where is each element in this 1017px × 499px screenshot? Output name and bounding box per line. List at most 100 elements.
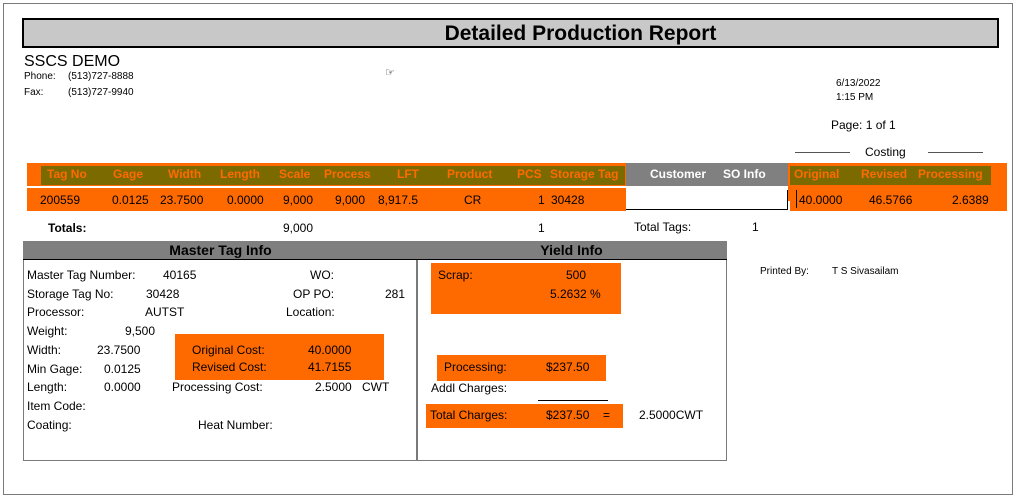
- col-length: Length: [220, 167, 260, 181]
- col-scale: Scale: [279, 167, 311, 181]
- fax-label: Fax:: [24, 87, 44, 98]
- length-value: 0.0000: [104, 380, 141, 394]
- storage-tag-label: Storage Tag No:: [27, 287, 114, 301]
- report-title: Detailed Production Report: [22, 18, 999, 48]
- processing-charge-label: Processing:: [444, 360, 507, 374]
- data-row-band: [27, 188, 626, 211]
- col-customer: Customer: [650, 167, 707, 181]
- col-width: Width: [168, 167, 202, 181]
- totals-label: Totals:: [48, 221, 87, 235]
- row-revised: 46.5766: [869, 193, 913, 207]
- processing-charge-value: $237.50: [546, 360, 590, 374]
- original-cost-value: 40.0000: [308, 343, 352, 357]
- data-row-band-right: [790, 188, 1007, 211]
- location-label: Location:: [286, 305, 335, 319]
- report-time: 1:15 PM: [836, 92, 874, 103]
- cell-separator: [796, 190, 797, 208]
- fax-value: (513)727-9940: [68, 87, 134, 98]
- processor-value: AUTST: [145, 305, 185, 319]
- header-band-mid: [626, 163, 790, 186]
- totals-scale: 9,000: [283, 221, 314, 235]
- totals-pcs: 1: [538, 221, 545, 235]
- report-date: 6/13/2022: [836, 78, 881, 89]
- total-charges-value: $237.50: [546, 408, 590, 422]
- header-band-right-inner: [790, 166, 991, 185]
- costing-line-right: [928, 152, 983, 153]
- col-original: Original: [794, 167, 840, 181]
- length-label: Length:: [27, 380, 68, 394]
- coating-label: Coating:: [27, 418, 72, 432]
- page-indicator: Page: 1 of 1: [831, 118, 896, 132]
- row-lft: 8,917.5: [378, 193, 419, 207]
- row-width: 23.7500: [160, 193, 204, 207]
- scrap-highlight: [431, 263, 621, 314]
- col-lft: LFT: [397, 167, 419, 181]
- row-product: CR: [464, 193, 482, 207]
- row-process: 9,000: [335, 193, 366, 207]
- width-label: Width:: [27, 343, 62, 357]
- heat-number-label: Heat Number:: [198, 418, 273, 432]
- op-po-label: OP PO:: [293, 287, 335, 301]
- row-length: 0.0000: [227, 193, 264, 207]
- total-tags-value: 1: [752, 220, 759, 234]
- min-gage-label: Min Gage:: [27, 362, 83, 376]
- company-name: SSCS DEMO: [24, 53, 121, 70]
- cost-highlight: [175, 334, 384, 380]
- revised-cost-label: Revised Cost:: [192, 360, 267, 374]
- master-tag-number-label: Master Tag Number:: [27, 268, 136, 282]
- processing-highlight: [437, 355, 606, 381]
- col-process: Process: [324, 167, 371, 181]
- row-tag-no: 200559: [40, 193, 81, 207]
- total-charges-cwt: 2.5000CWT: [639, 408, 704, 422]
- addl-charges-label: Addl Charges:: [431, 381, 508, 395]
- data-row-blank: [626, 188, 788, 211]
- row-processing: 2.6389: [952, 193, 989, 207]
- phone-label: Phone:: [24, 71, 56, 82]
- processing-cost-unit: CWT: [362, 380, 390, 394]
- printed-by-value: T S Sivasailam: [832, 266, 899, 277]
- storage-tag-value: 30428: [146, 287, 180, 301]
- total-tags-label: Total Tags:: [634, 220, 692, 234]
- row-original: 40.0000: [799, 193, 843, 207]
- row-gage: 0.0125: [112, 193, 149, 207]
- wo-label: WO:: [310, 268, 334, 282]
- sum-line: [538, 400, 608, 401]
- master-tag-number-value: 40165: [163, 268, 197, 282]
- phone-value: (513)727-8888: [68, 71, 134, 82]
- col-pcs: PCS: [517, 167, 542, 181]
- col-tag-no: Tag No: [47, 167, 87, 181]
- processing-cost-label: Processing Cost:: [172, 380, 263, 394]
- col-gage: Gage: [113, 167, 144, 181]
- processor-label: Processor:: [27, 305, 85, 319]
- row-scale: 9,000: [283, 193, 314, 207]
- total-charges-highlight: [426, 404, 623, 428]
- col-product: Product: [447, 167, 493, 181]
- total-charges-label: Total Charges:: [430, 408, 508, 422]
- min-gage-value: 0.0125: [104, 362, 141, 376]
- original-cost-label: Original Cost:: [192, 343, 265, 357]
- customer-cell: [626, 190, 788, 210]
- scrap-label: Scrap:: [438, 268, 473, 282]
- weight-value: 9,500: [125, 324, 156, 338]
- equals-sign: =: [603, 408, 611, 422]
- col-so-info: SO Info: [723, 167, 766, 181]
- scrap-percent: 5.2632 %: [550, 287, 601, 301]
- hand-cursor-icon: ☞: [385, 67, 395, 79]
- col-storage-tag: Storage Tag: [550, 167, 619, 181]
- processing-cost-value: 2.5000: [315, 380, 352, 394]
- scrap-value: 500: [566, 268, 587, 282]
- item-code-label: Item Code:: [27, 399, 86, 413]
- yield-header: Yield Info: [416, 241, 727, 260]
- col-processing: Processing: [918, 167, 983, 181]
- width-value: 23.7500: [97, 343, 141, 357]
- master-tag-header: Master Tag Info: [23, 241, 418, 260]
- costing-label: Costing: [865, 145, 906, 159]
- header-band-left-inner: [41, 166, 625, 185]
- printed-by-label: Printed By:: [760, 266, 809, 277]
- revised-cost-value: 41.7155: [308, 360, 352, 374]
- op-po-value: 281: [385, 287, 406, 301]
- row-storage-tag: 30428: [551, 193, 585, 207]
- weight-label: Weight:: [27, 324, 68, 338]
- report-frame: [3, 3, 1013, 495]
- costing-line-left: [795, 152, 850, 153]
